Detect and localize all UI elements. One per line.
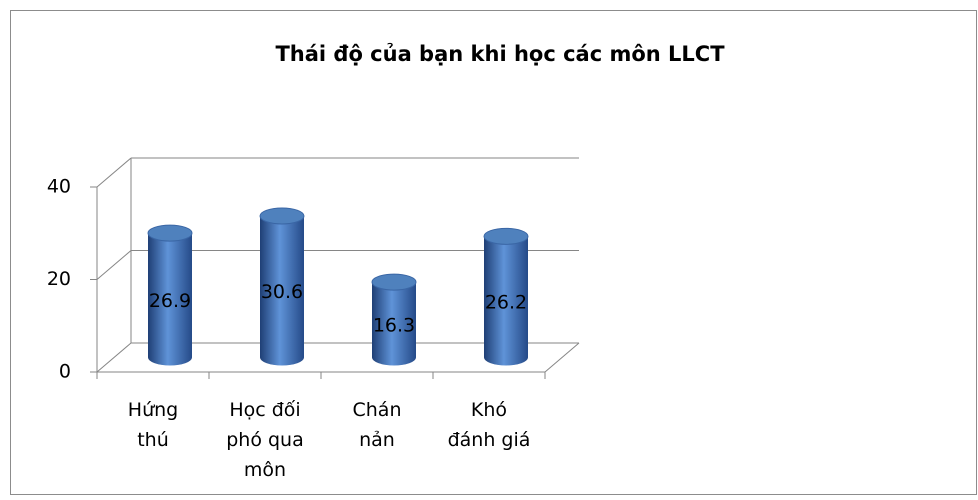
bar-bottom — [484, 349, 528, 366]
bar-top — [483, 227, 529, 245]
chart-title: Thái độ của bạn khi học các môn LLCT — [275, 42, 725, 66]
bar-bottom — [260, 349, 304, 366]
data-label: 26.9 — [149, 290, 191, 312]
grid-line — [96, 250, 132, 280]
y-tick-label: 0 — [59, 361, 71, 383]
bar-bottom — [148, 349, 192, 366]
bar-top — [259, 207, 305, 225]
floor-right — [544, 342, 580, 373]
y-tick-label: 20 — [47, 268, 71, 290]
data-label: 26.2 — [485, 291, 527, 313]
bar — [484, 236, 528, 358]
x-tick-label: Chán nản — [353, 399, 402, 451]
bar — [148, 233, 192, 358]
grid-line — [96, 157, 132, 188]
bar-bottom — [372, 349, 416, 366]
y-tick-label: 40 — [47, 176, 71, 198]
data-label: 30.6 — [261, 281, 303, 303]
bar — [372, 282, 416, 358]
data-label: 16.3 — [373, 314, 415, 336]
bar — [260, 215, 304, 358]
grid-line — [96, 342, 132, 373]
bar-top — [147, 224, 193, 242]
x-tick-label: Học đối phó qua môn — [226, 399, 304, 481]
x-tick-label: Hứng thú — [128, 399, 178, 451]
x-tick-label: Khó đánh giá — [448, 399, 531, 451]
bar-top — [371, 273, 417, 291]
